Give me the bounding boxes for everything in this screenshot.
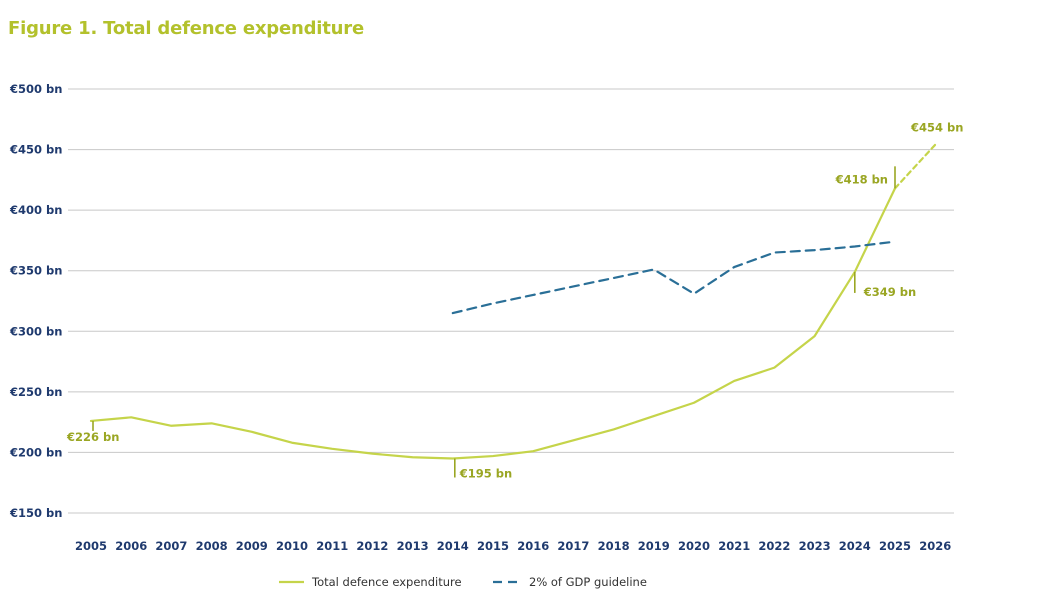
x-tick-label: 2016 <box>517 539 549 553</box>
series-line-2pct-gdp-guideline <box>451 240 897 315</box>
annotation-label-2005: €226 bn <box>66 430 119 444</box>
x-tick-label: 2005 <box>75 539 107 553</box>
annotation-label-2026: €454 bn <box>910 121 963 135</box>
legend-label-2pct-gdp-guideline: 2% of GDP guideline <box>529 575 647 589</box>
y-tick-label: €300 bn <box>9 324 62 338</box>
annotation-label-2025: €418 bn <box>835 172 888 186</box>
x-tick-label: 2019 <box>638 539 670 553</box>
x-tick-label: 2012 <box>356 539 388 553</box>
x-tick-label: 2011 <box>316 539 348 553</box>
x-tick-label: 2023 <box>799 539 831 553</box>
x-axis-tick-labels: 2005 2006 2007 2008 2009 2010 2011 2012 2013 2014… <box>75 539 951 553</box>
x-tick-label: 2020 <box>678 539 710 553</box>
annotation-label-2014: €195 bn <box>459 466 512 480</box>
x-tick-label: 2013 <box>397 539 429 553</box>
series-projection-2026 <box>893 143 937 190</box>
x-tick-label: 2024 <box>839 539 871 553</box>
series-line-total-defence-expenditure <box>89 187 897 460</box>
x-tick-label: 2017 <box>557 539 589 553</box>
x-tick-label: 2007 <box>155 539 187 553</box>
chart-title: Figure 1. Total defence expenditure <box>8 18 364 39</box>
x-tick-label: 2026 <box>919 539 951 553</box>
y-tick-label: €250 bn <box>9 385 62 399</box>
x-tick-label: 2018 <box>598 539 630 553</box>
x-tick-label: 2025 <box>879 539 911 553</box>
x-tick-label: 2021 <box>718 539 750 553</box>
annotation-label-2024: €349 bn <box>863 285 916 299</box>
y-axis-tick-labels: €500 bn €450 bn €400 bn €350 bn €300 bn €250 … <box>9 82 62 520</box>
x-tick-label: 2009 <box>236 539 268 553</box>
x-tick-label: 2014 <box>437 539 469 553</box>
x-tick-label: 2015 <box>477 539 509 553</box>
x-tick-label: 2006 <box>115 539 147 553</box>
legend-label-total-defence-expenditure: Total defence expenditure <box>311 575 462 589</box>
y-tick-label: €150 bn <box>9 506 62 520</box>
x-tick-label: 2022 <box>758 539 790 553</box>
y-tick-label: €400 bn <box>9 203 62 217</box>
gridlines <box>68 88 954 514</box>
y-tick-label: €200 bn <box>9 445 62 459</box>
x-tick-label: 2010 <box>276 539 308 553</box>
x-tick-label: 2008 <box>196 539 228 553</box>
y-tick-label: €350 bn <box>9 264 62 278</box>
y-tick-label: €450 bn <box>9 143 62 157</box>
series-lines <box>89 143 937 460</box>
y-tick-label: €500 bn <box>9 82 62 96</box>
legend: Total defence expenditure 2% of GDP guide… <box>279 575 647 589</box>
annotations: €226 bn €195 bn €349 bn €418 bn €454 bn <box>66 121 963 481</box>
